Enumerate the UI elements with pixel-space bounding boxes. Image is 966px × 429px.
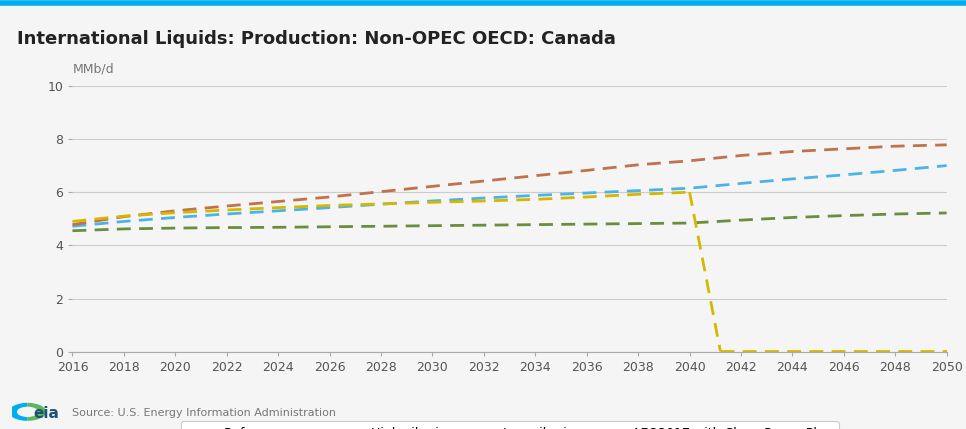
- Text: MMb/d: MMb/d: [72, 62, 114, 75]
- Text: eia: eia: [33, 406, 59, 420]
- Text: International Liquids: Production: Non-OPEC OECD: Canada: International Liquids: Production: Non-O…: [17, 30, 616, 48]
- Wedge shape: [9, 403, 28, 421]
- Legend: Reference case, High oil price, Low oil price, AEO2017 with Clean Power Plan: Reference case, High oil price, Low oil …: [181, 421, 838, 429]
- Wedge shape: [28, 403, 46, 421]
- Text: Source: U.S. Energy Information Administration: Source: U.S. Energy Information Administ…: [72, 408, 336, 418]
